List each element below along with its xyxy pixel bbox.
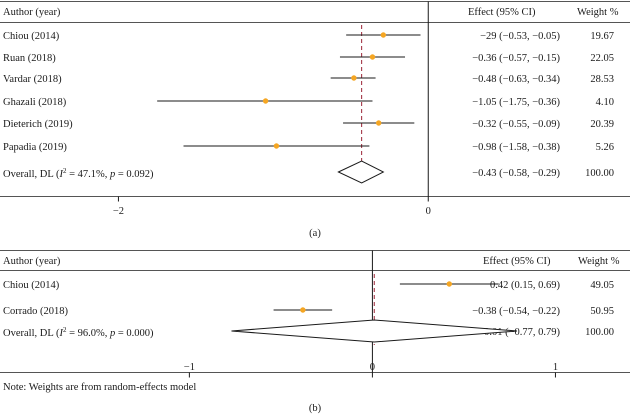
panel-a-study-name: Chiou (2014) bbox=[3, 31, 60, 42]
panel-b-overall-label: Overall, DL (I2 = 96.0%, p = 0.000) bbox=[3, 326, 154, 339]
panel-b-study-ci-text: 0.42 (0.15, 0.69) bbox=[490, 280, 560, 291]
panel-a-study-ci-text: −0.48 (−0.63, −0.34) bbox=[472, 74, 560, 85]
panel-a-overall-ci-text: −0.43 (−0.58, −0.29) bbox=[472, 168, 560, 179]
forest-plot-panel-b: Author (year) Effect (95% CI) Weight % O… bbox=[0, 250, 630, 414]
panel-b-study-name: Corrado (2018) bbox=[3, 306, 69, 317]
panel-a-study-point bbox=[380, 32, 387, 38]
panel-a-study-name: Dieterich (2019) bbox=[3, 119, 73, 130]
random-effects-note: Note: Weights are from random-effects mo… bbox=[3, 382, 196, 393]
panel-b-rows: Chiou (2014) 0.42 (0.15, 0.69) 49.05 Corrad… bbox=[3, 280, 614, 338]
panel-b-study-point bbox=[300, 307, 306, 313]
panel-b-study-point bbox=[446, 281, 452, 287]
panel-b-effect-header: Effect (95% CI) bbox=[483, 256, 551, 267]
panel-b-x-tick-label: 1 bbox=[553, 362, 558, 373]
panel-a-overall-label: Overall, DL (I2 = 47.1%, p = 0.092) bbox=[3, 167, 154, 180]
panel-b-overall-weight: 100.00 bbox=[585, 327, 614, 338]
panel-a-study-weight: 19.67 bbox=[590, 31, 614, 42]
panel-a-study-ci-text: −29 (−0.53, −0.05) bbox=[480, 31, 560, 42]
panel-a-x-tick-label: −2 bbox=[113, 206, 124, 217]
panel-a-study-name: Ghazali (2018) bbox=[3, 97, 67, 108]
panel-b-study-ci-text: −0.38 (−0.54, −0.22) bbox=[472, 306, 560, 317]
panel-a-study-ci-text: −0.36 (−0.57, −0.15) bbox=[472, 53, 560, 64]
panel-b-label: (b) bbox=[309, 403, 322, 414]
panel-a-rows: Chiou (2014) −29 (−0.53, −0.05) 19.67 Ruan … bbox=[3, 31, 614, 179]
panel-a-study-point bbox=[273, 143, 280, 149]
panel-a-study-point bbox=[351, 75, 357, 81]
panel-b-weight-header: Weight % bbox=[578, 256, 620, 267]
panel-a-overall-diamond bbox=[337, 160, 385, 184]
panel-a-study-point bbox=[369, 54, 376, 60]
panel-a-study-name: Ruan (2018) bbox=[3, 53, 56, 64]
panel-b-marks: −1 0 1 bbox=[184, 250, 558, 378]
panel-a-weight-header: Weight % bbox=[577, 7, 619, 18]
panel-a-study-header: Author (year) bbox=[3, 7, 61, 18]
panel-a-study-ci-text: −1.05 (−1.75, −0.36) bbox=[472, 97, 560, 108]
panel-a-study-point bbox=[262, 98, 269, 104]
panel-b-study-weight: 49.05 bbox=[590, 280, 614, 291]
panel-a-study-weight: 22.05 bbox=[590, 53, 614, 64]
panel-a-study-name: Vardar (2018) bbox=[3, 74, 62, 85]
panel-b-study-weight: 50.95 bbox=[590, 306, 614, 317]
panel-a-study-ci-text: −0.98 (−1.58, −0.38) bbox=[472, 142, 560, 153]
forest-plot-panel-a: Author (year) Effect (95% CI) Weight % O… bbox=[0, 1, 630, 239]
panel-a-study-point bbox=[375, 120, 382, 126]
panel-a-study-weight: 20.39 bbox=[590, 119, 614, 130]
panel-b-x-tick-label: 0 bbox=[370, 362, 375, 373]
panel-a-study-ci-text: −0.32 (−0.55, −0.09) bbox=[472, 119, 560, 130]
panel-a-overall-weight: 100.00 bbox=[585, 168, 614, 179]
panel-a-effect-header: Effect (95% CI) bbox=[468, 7, 536, 18]
panel-a-label: (a) bbox=[309, 228, 321, 239]
panel-b-study-name: Chiou (2014) bbox=[3, 280, 60, 291]
panel-a-study-name: Papadia (2019) bbox=[3, 142, 67, 153]
panel-a-x-tick-label: 0 bbox=[426, 206, 431, 217]
panel-b-study-header: Author (year) bbox=[3, 256, 61, 267]
panel-a-marks: −2 0 bbox=[113, 1, 431, 217]
panel-a-study-weight: 28.53 bbox=[590, 74, 614, 85]
panel-b-x-tick-label: −1 bbox=[184, 362, 195, 373]
panel-a-study-weight: 4.10 bbox=[596, 97, 614, 108]
panel-b-overall-ci-text: 0.01 (−0.77, 0.79) bbox=[484, 327, 560, 338]
panel-a-study-weight: 5.26 bbox=[596, 142, 614, 153]
panel-b-overall-diamond bbox=[231, 319, 518, 343]
